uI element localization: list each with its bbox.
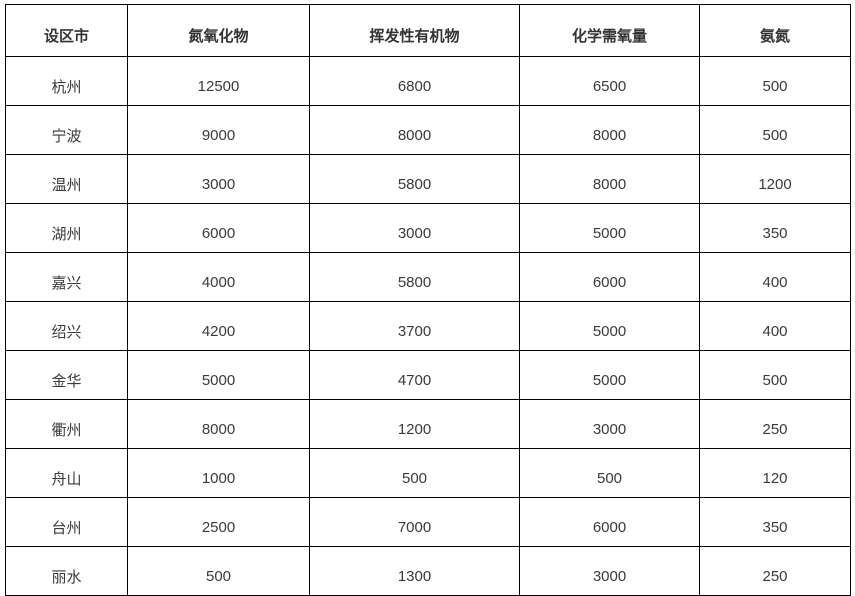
city-cell: 衢州 bbox=[5, 399, 128, 449]
city-cell: 丽水 bbox=[5, 546, 128, 596]
value-cell: 8000 bbox=[519, 105, 700, 155]
value-cell: 350 bbox=[699, 203, 851, 253]
city-cell: 绍兴 bbox=[5, 301, 128, 351]
table-row: 舟山 1000 500 500 120 bbox=[5, 448, 851, 498]
value-cell: 5000 bbox=[519, 301, 700, 351]
table-header-row: 设区市 氮氧化物 挥发性有机物 化学需氧量 氨氮 bbox=[5, 4, 851, 57]
value-cell: 5000 bbox=[127, 350, 310, 400]
table-row: 金华 5000 4700 5000 500 bbox=[5, 350, 851, 400]
value-cell: 500 bbox=[699, 350, 851, 400]
table-row: 温州 3000 5800 8000 1200 bbox=[5, 154, 851, 204]
table-row: 台州 2500 7000 6000 350 bbox=[5, 497, 851, 547]
table-row: 湖州 6000 3000 5000 350 bbox=[5, 203, 851, 253]
value-cell: 3000 bbox=[519, 546, 700, 596]
city-cell: 温州 bbox=[5, 154, 128, 204]
value-cell: 5800 bbox=[309, 252, 520, 302]
value-cell: 3000 bbox=[309, 203, 520, 253]
column-header: 氮氧化物 bbox=[127, 4, 310, 57]
value-cell: 250 bbox=[699, 546, 851, 596]
value-cell: 6500 bbox=[519, 56, 700, 106]
value-cell: 7000 bbox=[309, 497, 520, 547]
value-cell: 3000 bbox=[127, 154, 310, 204]
column-header: 挥发性有机物 bbox=[309, 4, 520, 57]
value-cell: 8000 bbox=[127, 399, 310, 449]
table-row: 嘉兴 4000 5800 6000 400 bbox=[5, 252, 851, 302]
city-cell: 宁波 bbox=[5, 105, 128, 155]
value-cell: 1000 bbox=[127, 448, 310, 498]
value-cell: 500 bbox=[309, 448, 520, 498]
value-cell: 1200 bbox=[309, 399, 520, 449]
value-cell: 500 bbox=[699, 56, 851, 106]
value-cell: 3700 bbox=[309, 301, 520, 351]
city-cell: 杭州 bbox=[5, 56, 128, 106]
table-row: 宁波 9000 8000 8000 500 bbox=[5, 105, 851, 155]
value-cell: 4000 bbox=[127, 252, 310, 302]
value-cell: 5000 bbox=[519, 350, 700, 400]
value-cell: 9000 bbox=[127, 105, 310, 155]
column-header: 氨氮 bbox=[699, 4, 851, 57]
value-cell: 6000 bbox=[519, 252, 700, 302]
value-cell: 400 bbox=[699, 301, 851, 351]
value-cell: 500 bbox=[699, 105, 851, 155]
value-cell: 8000 bbox=[309, 105, 520, 155]
value-cell: 2500 bbox=[127, 497, 310, 547]
value-cell: 5000 bbox=[519, 203, 700, 253]
value-cell: 5800 bbox=[309, 154, 520, 204]
value-cell: 3000 bbox=[519, 399, 700, 449]
city-cell: 嘉兴 bbox=[5, 252, 128, 302]
city-cell: 台州 bbox=[5, 497, 128, 547]
value-cell: 1200 bbox=[699, 154, 851, 204]
city-cell: 湖州 bbox=[5, 203, 128, 253]
value-cell: 6800 bbox=[309, 56, 520, 106]
value-cell: 12500 bbox=[127, 56, 310, 106]
value-cell: 4200 bbox=[127, 301, 310, 351]
value-cell: 1300 bbox=[309, 546, 520, 596]
value-cell: 120 bbox=[699, 448, 851, 498]
value-cell: 6000 bbox=[519, 497, 700, 547]
column-header: 设区市 bbox=[5, 4, 128, 57]
table-row: 衢州 8000 1200 3000 250 bbox=[5, 399, 851, 449]
value-cell: 350 bbox=[699, 497, 851, 547]
value-cell: 500 bbox=[127, 546, 310, 596]
value-cell: 4700 bbox=[309, 350, 520, 400]
value-cell: 400 bbox=[699, 252, 851, 302]
value-cell: 250 bbox=[699, 399, 851, 449]
city-cell: 金华 bbox=[5, 350, 128, 400]
value-cell: 8000 bbox=[519, 154, 700, 204]
value-cell: 500 bbox=[519, 448, 700, 498]
value-cell: 6000 bbox=[127, 203, 310, 253]
city-cell: 舟山 bbox=[5, 448, 128, 498]
table-row: 丽水 500 1300 3000 250 bbox=[5, 546, 851, 596]
table-row: 杭州 12500 6800 6500 500 bbox=[5, 56, 851, 106]
column-header: 化学需氧量 bbox=[519, 4, 700, 57]
table-row: 绍兴 4200 3700 5000 400 bbox=[5, 301, 851, 351]
emissions-table: 设区市 氮氧化物 挥发性有机物 化学需氧量 氨氮 杭州 12500 6800 6500 500 宁… bbox=[5, 4, 851, 596]
